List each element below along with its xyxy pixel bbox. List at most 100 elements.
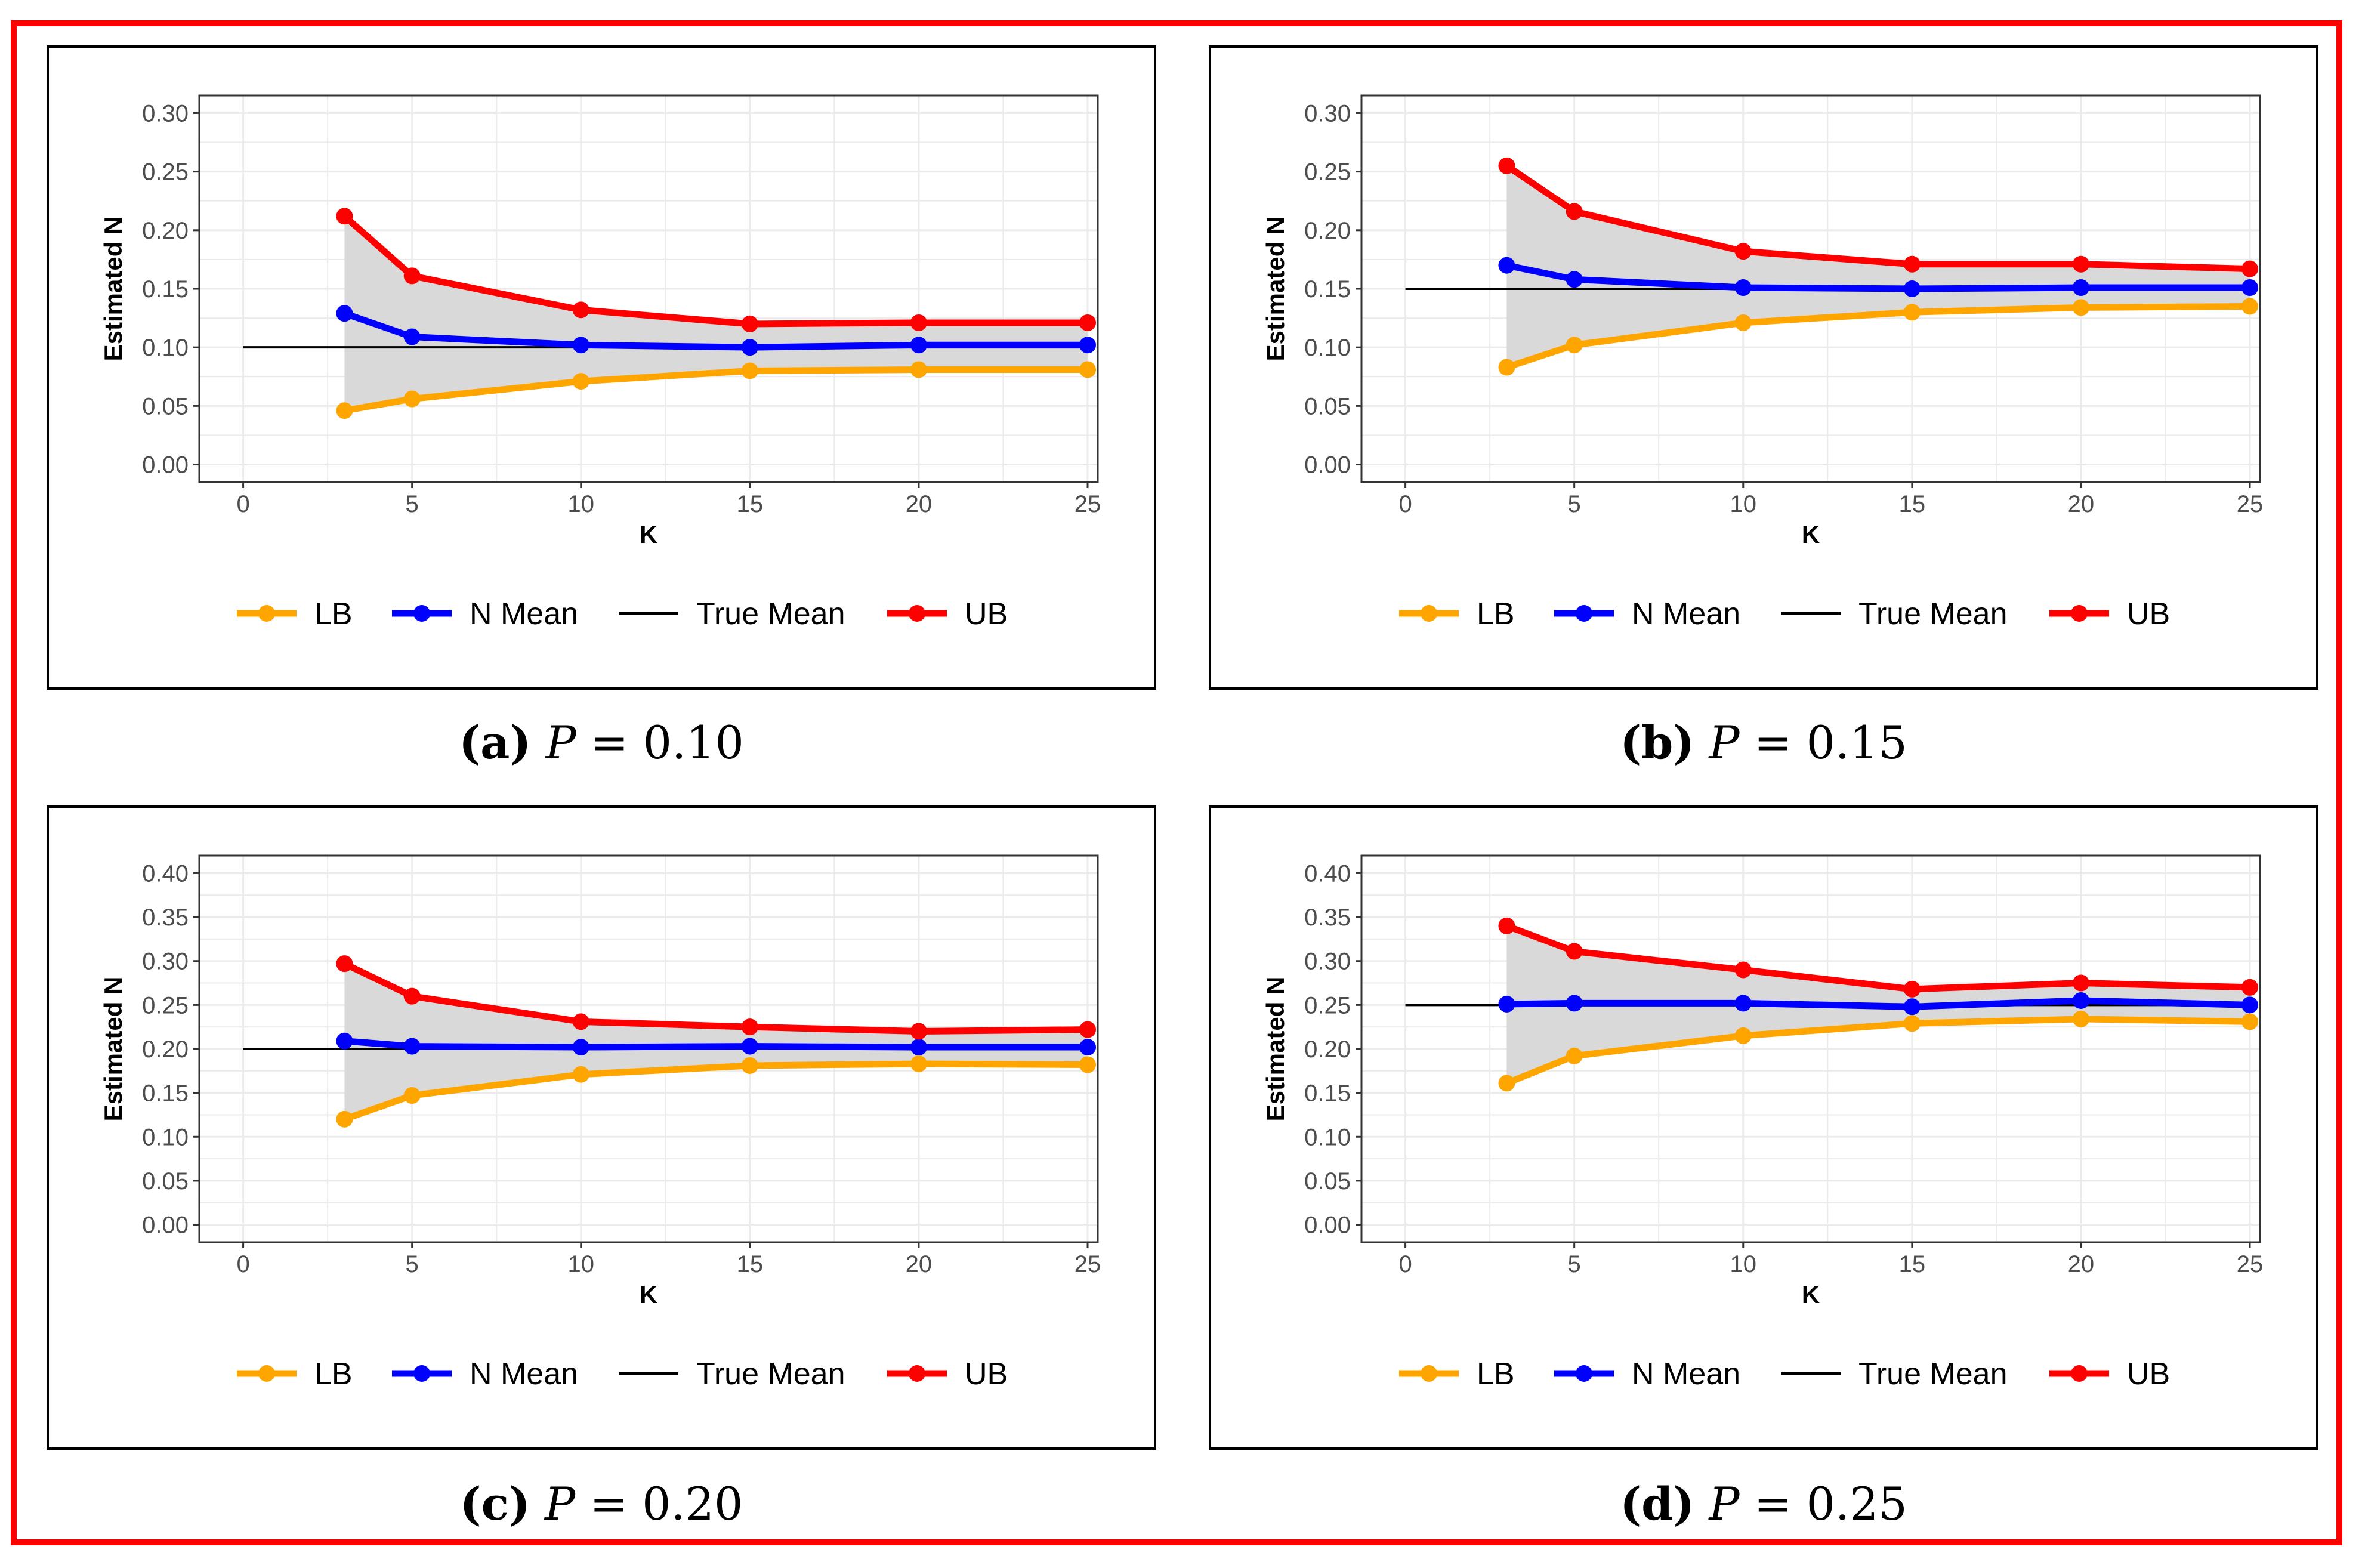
legend-key-lb: LB xyxy=(1399,1357,1515,1391)
data-point-n-mean xyxy=(910,1039,927,1056)
legend-label: True Mean xyxy=(1858,1357,2008,1391)
data-point-ub xyxy=(1734,243,1752,260)
series-line-lb xyxy=(1503,1016,2253,1087)
data-point-n-mean xyxy=(1566,995,1583,1012)
data-point-n-mean xyxy=(1079,337,1097,354)
data-point-ub xyxy=(741,315,758,332)
chart-svg-b: 0 5 10 15 20 25 0.00 0.05 0.10 0.15 0.20 0.25 0.30 K E… xyxy=(1261,94,2263,631)
x-axis-title: K xyxy=(1802,1280,1820,1308)
legend-swatch-point xyxy=(2071,605,2088,622)
x-tick-label: 10 xyxy=(568,491,595,517)
y-tick-label: 0.10 xyxy=(142,1124,189,1150)
legend-key-true-mean: True Mean xyxy=(1781,597,2008,631)
caption-d: (d) P = 0.25 xyxy=(1209,1477,2318,1530)
series-line-n-mean xyxy=(341,310,1091,351)
legend-label: N Mean xyxy=(470,1357,578,1391)
data-point-lb xyxy=(2241,298,2259,315)
y-tick-label: 0.15 xyxy=(142,276,189,303)
y-tick-label: 0.15 xyxy=(142,1081,189,1107)
legend: LB N Mean True Mean UB xyxy=(1399,1357,2170,1391)
legend-key-true-mean: True Mean xyxy=(619,597,845,631)
x-tick-label: 15 xyxy=(1899,1251,1926,1277)
legend-key-lb: LB xyxy=(237,1357,353,1391)
x-axis-title: K xyxy=(640,520,657,548)
x-tick-label: 15 xyxy=(737,491,764,517)
y-axis-title: Estimated N xyxy=(1261,977,1289,1122)
chart-panel-c: 0 5 10 15 20 25 0.00 0.05 0.10 0.15 0.20 0.25 0.30 0.… xyxy=(47,805,1156,1450)
legend-swatch-point xyxy=(2071,1365,2088,1382)
y-tick-label: 0.20 xyxy=(1304,1036,1351,1063)
legend-key-ub: UB xyxy=(887,597,1008,631)
data-point-lb xyxy=(1903,304,1921,321)
legend-key-ub: UB xyxy=(2049,1357,2170,1391)
y-tick-label: 0.20 xyxy=(142,1036,189,1063)
legend-label: N Mean xyxy=(1632,597,1740,631)
legend-swatch-point xyxy=(258,1365,275,1382)
data-point-ub xyxy=(1079,314,1097,331)
x-tick-label: 15 xyxy=(737,1251,764,1277)
x-tick-label: 20 xyxy=(2068,1251,2095,1277)
data-point-ub xyxy=(2072,255,2089,273)
caption-value: = 0.10 xyxy=(590,716,744,769)
confidence-ribbon xyxy=(344,216,1088,411)
data-point-ub xyxy=(403,267,421,285)
legend-swatch-point xyxy=(1576,605,1592,622)
x-tick-label: 20 xyxy=(906,1251,933,1277)
legend-swatch-point xyxy=(909,605,925,622)
legend-label: True Mean xyxy=(1858,597,2008,631)
data-point-ub xyxy=(336,955,353,973)
data-point-n-mean xyxy=(1903,998,1921,1016)
y-tick-label: 0.30 xyxy=(142,100,189,126)
chart-svg-d: 0 5 10 15 20 25 0.00 0.05 0.10 0.15 0.20 0.25 0.30 0.… xyxy=(1261,854,2264,1391)
data-point-n-mean xyxy=(910,337,927,354)
legend-swatch-point xyxy=(258,605,275,622)
y-tick-label: 0.10 xyxy=(1304,1124,1351,1150)
data-point-n-mean xyxy=(741,1038,758,1055)
data-point-ub xyxy=(336,208,353,225)
x-tick-label: 25 xyxy=(2237,1251,2264,1277)
y-tick-label: 0.15 xyxy=(1304,276,1351,303)
caption-tag: (b) xyxy=(1620,716,1695,769)
data-point-lb xyxy=(2072,299,2089,316)
y-tick-label: 0.25 xyxy=(142,159,189,186)
legend: LB N Mean True Mean UB xyxy=(1399,597,2170,631)
data-point-lb xyxy=(1079,361,1097,378)
caption-value: = 0.15 xyxy=(1753,716,1907,769)
x-tick-label: 5 xyxy=(1568,1251,1581,1277)
legend-label: LB xyxy=(314,597,353,631)
series-line-ub xyxy=(1503,922,2253,993)
data-point-n-mean xyxy=(336,1032,353,1050)
data-point-lb xyxy=(572,373,589,390)
legend-key-n-mean: N Mean xyxy=(1554,597,1740,631)
data-point-lb xyxy=(1903,1015,1921,1032)
data-point-n-mean xyxy=(1498,995,1515,1013)
chart-svg-a: 0 5 10 15 20 25 0.00 0.05 0.10 0.15 0.20 0.25 0.30 K E… xyxy=(99,94,1101,631)
data-point-ub xyxy=(910,1023,927,1040)
outer-frame xyxy=(11,20,2342,1545)
y-tick-label: 0.30 xyxy=(142,949,189,975)
y-tick-label: 0.25 xyxy=(1304,992,1351,1018)
series-line-ub xyxy=(341,212,1091,328)
y-tick-label: 0.05 xyxy=(142,393,189,419)
data-point-lb xyxy=(1566,1047,1583,1064)
data-point-lb xyxy=(1734,314,1752,331)
legend-swatch-point xyxy=(1576,1365,1592,1382)
y-tick-label: 0.00 xyxy=(142,1212,189,1239)
data-point-n-mean xyxy=(1734,279,1752,297)
y-tick-label: 0.00 xyxy=(1304,1212,1351,1239)
x-tick-label: 10 xyxy=(568,1251,595,1277)
legend-key-n-mean: N Mean xyxy=(392,597,578,631)
data-point-n-mean xyxy=(403,328,421,345)
data-point-n-mean xyxy=(572,1039,589,1056)
series-line-ub xyxy=(341,960,1091,1035)
caption-variable: P xyxy=(1709,1477,1740,1530)
data-point-ub xyxy=(2241,979,2259,996)
legend-key-n-mean: N Mean xyxy=(392,1357,578,1391)
data-point-lb xyxy=(572,1066,589,1083)
y-axis-title: Estimated N xyxy=(1261,217,1289,362)
legend-label: UB xyxy=(965,597,1008,631)
confidence-ribbon xyxy=(1506,165,2250,368)
legend-key-true-mean: True Mean xyxy=(619,1357,845,1391)
legend-swatch-point xyxy=(1421,1365,1437,1382)
legend-key-true-mean: True Mean xyxy=(1781,1357,2008,1391)
